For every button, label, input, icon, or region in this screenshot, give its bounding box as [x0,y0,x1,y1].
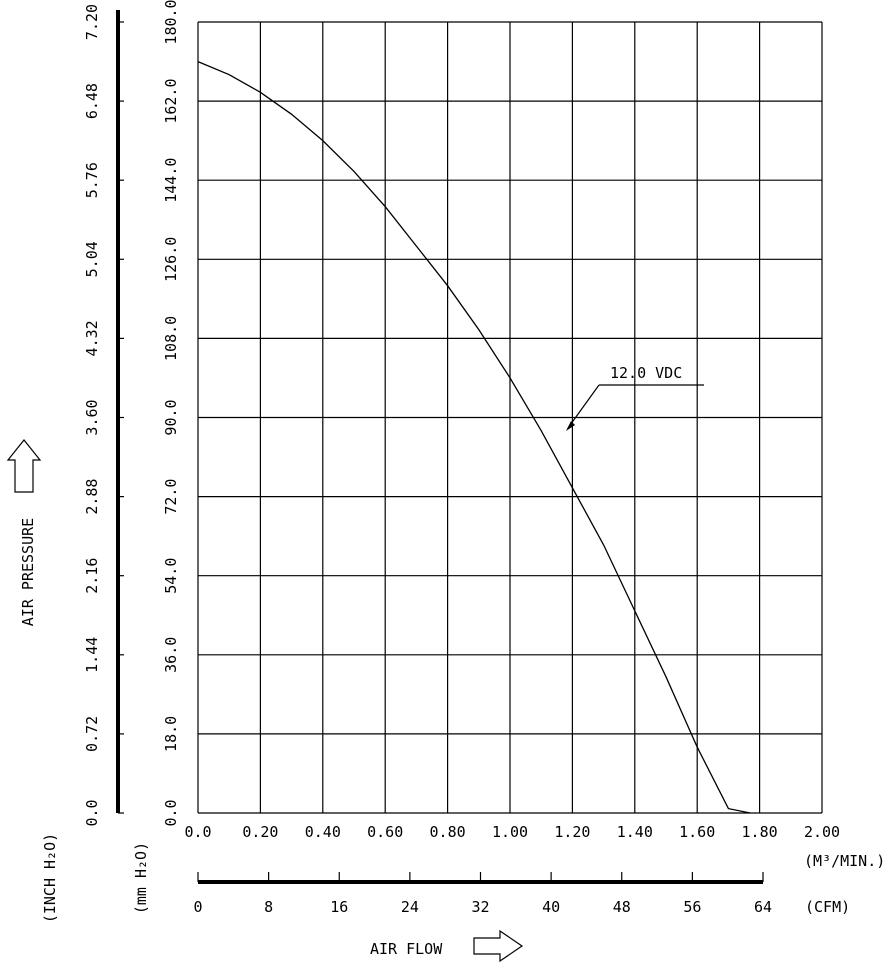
annotation-label: 12.0 VDC [610,364,682,382]
y-mm-tick-label: 72.0 [162,479,180,515]
y-mm-tick-label: 144.0 [162,158,180,203]
cfm-tick-label: 56 [683,898,701,916]
cfm-tick-label: 32 [471,898,489,916]
y-mm-tick-label: 0.0 [162,799,180,826]
air-flow-arrow-icon [473,929,524,963]
y-inch-tick-label: 7.20 [83,4,101,40]
x-tick-label: 1.80 [742,823,778,841]
y-inch-tick-label: 6.48 [83,83,101,119]
y-inch-tick-label: 5.04 [83,241,101,277]
x-tick-label: 1.60 [679,823,715,841]
x-tick-label: 2.00 [804,823,840,841]
series-layer [197,61,751,814]
cfm-tick-label: 0 [193,898,202,916]
y-inch-tick-label: 2.16 [83,558,101,594]
x-tick-label: 1.40 [617,823,653,841]
y-inch-tick-label: 0.0 [83,799,101,826]
y-mm-tick-label: 36.0 [162,637,180,673]
y-mm-tick-label: 54.0 [162,558,180,594]
y-inch-tick-label: 0.72 [83,716,101,752]
x-tick-label: 0.80 [430,823,466,841]
series-line [197,61,751,814]
x-tick-label: 1.20 [554,823,590,841]
cfm-tick-label: 16 [330,898,348,916]
grid-lines [197,21,823,814]
y-mm-unit-label: (mm H₂O) [132,842,150,914]
cfm-tick-label: 24 [401,898,419,916]
x-tick-label: 0.0 [184,823,211,841]
x-tick-label: 1.00 [492,823,528,841]
series-annotation: 12.0 VDC [566,364,704,431]
y-inch-tick-label: 2.88 [83,479,101,515]
x-tick-label: 0.60 [367,823,403,841]
cfm-tick-label: 8 [264,898,273,916]
y-mm-tick-label: 126.0 [162,237,180,282]
y-mm-tick-label: 18.0 [162,716,180,752]
annotation-arrowhead [566,421,575,431]
x-tick-label: 0.20 [242,823,278,841]
x-tick-label: 0.40 [305,823,341,841]
cfm-tick-label: 40 [542,898,560,916]
y-axis-title: AIR PRESSURE [19,518,37,626]
y-inch-unit-label: (INCH H₂O) [41,833,59,923]
axes: 0.0 0.20 0.40 0.60 0.80 1.00 1.20 1.40 1.60 1.80 2… [83,0,840,916]
x-axis-title: AIR FLOW [370,940,443,958]
y-inch-tick-label: 4.32 [83,320,101,356]
y-inch-tick-label: 5.76 [83,162,101,198]
y-inch-tick-label: 3.60 [83,399,101,435]
y-mm-tick-label: 180.0 [162,0,180,45]
cfm-unit-label: (CFM) [805,898,850,916]
y-mm-tick-label: 108.0 [162,316,180,361]
annotation-leader [567,384,600,429]
air-pressure-arrow-icon [6,439,42,493]
y-mm-tick-label: 90.0 [162,399,180,435]
cfm-tick-label: 48 [613,898,631,916]
y-mm-tick-label: 162.0 [162,79,180,124]
x-unit-label: (M³/MIN.) [804,852,885,870]
y-inch-tick-label: 1.44 [83,637,101,673]
cfm-tick-label: 64 [754,898,772,916]
